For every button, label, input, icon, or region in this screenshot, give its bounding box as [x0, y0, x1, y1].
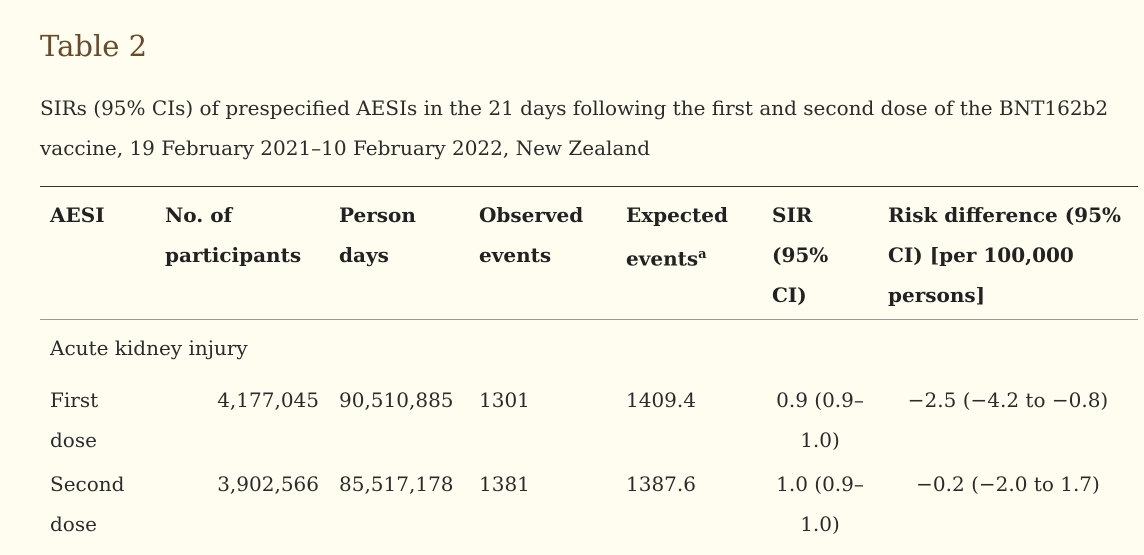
observed-value: 1381: [479, 472, 530, 496]
risk-difference-value: −2.5 (−4.2 to −0.8): [907, 388, 1109, 412]
header-risk-difference: Risk difference (95% CI) [per 100,000 pe…: [888, 203, 1121, 307]
aesi-table: AESI No. of participants Person days Obs…: [40, 186, 1138, 544]
header-aesi: AESI: [50, 203, 105, 227]
footnote-marker: a: [698, 247, 707, 262]
expected-value: 1387.6: [626, 472, 696, 496]
header-participants: No. of participants: [165, 203, 302, 267]
risk-difference-value: −0.2 (−2.0 to 1.7): [916, 472, 1100, 496]
table-caption: SIRs (95% CIs) of prespecified AESIs in …: [40, 96, 1109, 160]
participants-value: 3,902,566: [217, 472, 319, 496]
table-title: Table 2: [40, 29, 148, 63]
table-header-row: AESI No. of participants Person days Obs…: [40, 186, 1138, 320]
sir-value: 1.0 (0.9–1.0): [776, 472, 864, 536]
expected-value: 1409.4: [626, 388, 696, 412]
header-expected-label: Expected events: [626, 203, 729, 271]
sir-value: 0.9 (0.9–1.0): [776, 388, 864, 452]
group-label: Acute kidney injury: [50, 336, 248, 360]
table-row: First dose 4,177,045 90,510,885 1301 140…: [40, 376, 1138, 460]
observed-value: 1301: [479, 388, 530, 412]
header-person-days: Person days: [339, 203, 416, 267]
data-table-container: AESI No. of participants Person days Obs…: [40, 186, 1138, 544]
header-observed-events: Observed events: [479, 203, 584, 267]
table-row: Second dose 3,902,566 85,517,178 1381 13…: [40, 460, 1138, 544]
participants-value: 4,177,045: [217, 388, 319, 412]
group-row: Acute kidney injury: [40, 320, 1138, 377]
person-days-value: 90,510,885: [339, 388, 454, 412]
row-label: First dose: [50, 388, 99, 452]
row-label: Second dose: [50, 472, 125, 536]
header-expected-events: Expected eventsa: [616, 187, 762, 320]
header-sir: SIR (95% CI): [772, 203, 829, 307]
person-days-value: 85,517,178: [339, 472, 454, 496]
